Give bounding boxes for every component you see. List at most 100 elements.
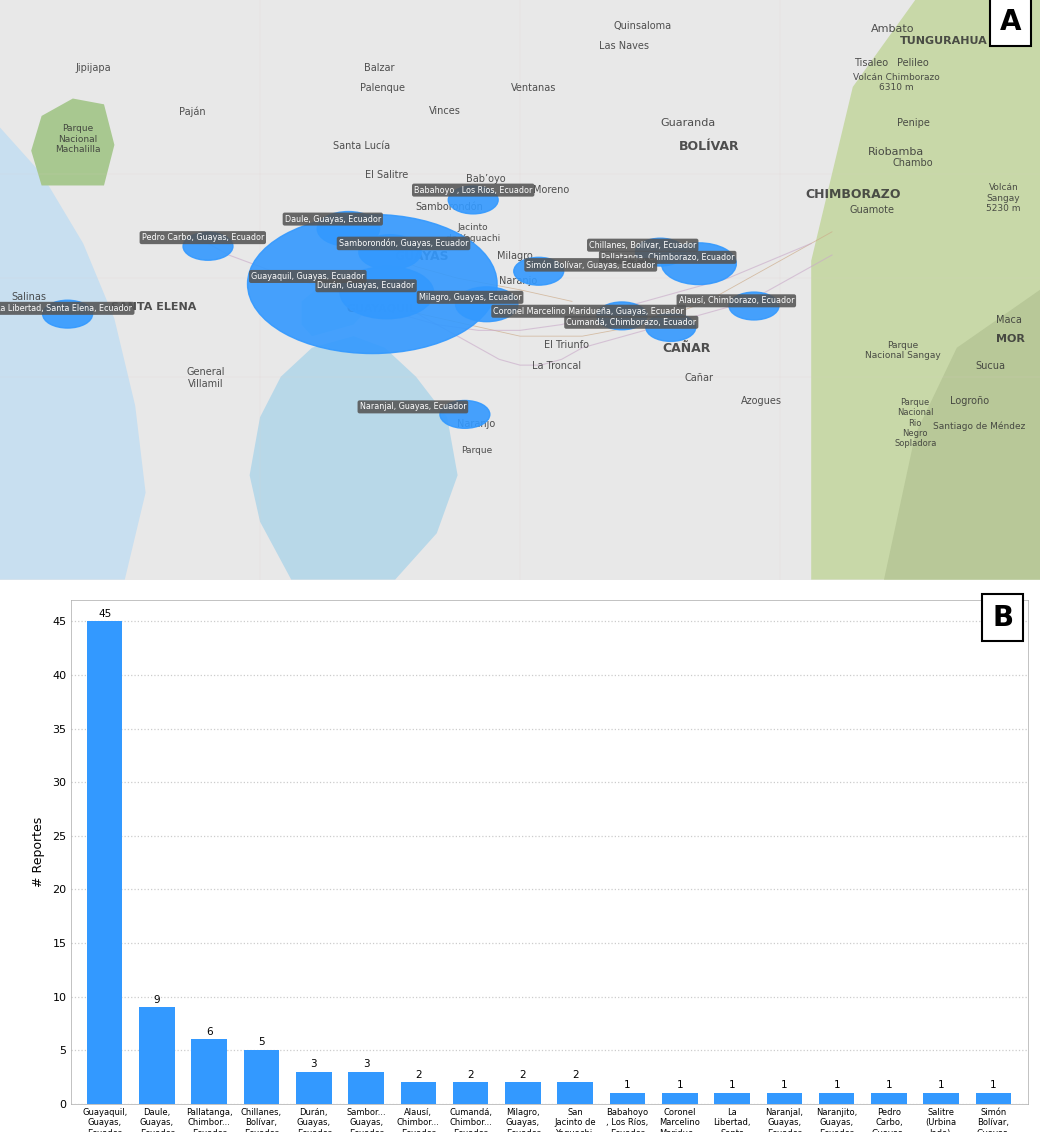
- Text: Bab’oyo: Bab’oyo: [466, 173, 505, 183]
- Text: 2: 2: [467, 1070, 474, 1080]
- Text: Santa Lucía: Santa Lucía: [334, 142, 390, 151]
- Text: Moreno: Moreno: [534, 186, 569, 195]
- Circle shape: [729, 292, 779, 320]
- Bar: [714, 1094, 750, 1104]
- Polygon shape: [0, 0, 1040, 580]
- Bar: [557, 1082, 593, 1104]
- Text: Sucua: Sucua: [976, 361, 1005, 371]
- Circle shape: [646, 314, 696, 342]
- Text: Ambato: Ambato: [870, 24, 914, 34]
- Text: Naranjo: Naranjo: [499, 276, 537, 286]
- Text: Simón Bolívar, Guayas, Ecuador: Simón Bolívar, Guayas, Ecuador: [526, 260, 655, 269]
- Text: Pelileo: Pelileo: [898, 58, 929, 68]
- Text: Balzar: Balzar: [364, 63, 395, 74]
- Bar: [348, 1072, 384, 1104]
- Bar: [872, 1094, 907, 1104]
- Bar: [505, 1082, 541, 1104]
- Text: Chillanes, Bolívar, Ecuador: Chillanes, Bolívar, Ecuador: [589, 241, 697, 250]
- Circle shape: [661, 243, 736, 284]
- Text: La Libertad, Santa Elena, Ecuador: La Libertad, Santa Elena, Ecuador: [0, 303, 132, 312]
- Circle shape: [183, 232, 233, 260]
- Text: Tisaleo: Tisaleo: [855, 58, 888, 68]
- Text: Naranjo: Naranjo: [458, 419, 495, 429]
- Text: Maca: Maca: [996, 315, 1021, 325]
- Text: Milagro: Milagro: [497, 251, 532, 261]
- Polygon shape: [811, 0, 1040, 580]
- Text: Riobamba: Riobamba: [868, 147, 925, 157]
- Text: Santiago de Méndez: Santiago de Méndez: [934, 421, 1025, 431]
- Text: Coronel Marcelino Maridueña, Guayas, Ecuador: Coronel Marcelino Maridueña, Guayas, Ec…: [493, 307, 684, 316]
- Text: 2: 2: [572, 1070, 578, 1080]
- Text: 1: 1: [781, 1080, 787, 1090]
- Text: Parque
Nacional
Machalilla: Parque Nacional Machalilla: [55, 125, 101, 154]
- Text: Alausí, Chimborazo, Ecuador: Alausí, Chimborazo, Ecuador: [678, 297, 795, 306]
- Text: Samborondón, Guayas, Ecuador: Samborondón, Guayas, Ecuador: [339, 239, 468, 248]
- Bar: [400, 1082, 436, 1104]
- Bar: [976, 1094, 1011, 1104]
- Polygon shape: [884, 290, 1040, 580]
- Text: Babahoyo , Los Ríos, Ecuador: Babahoyo , Los Ríos, Ecuador: [414, 186, 532, 195]
- Bar: [609, 1094, 646, 1104]
- Text: GUAYAQUIL: GUAYAQUIL: [346, 303, 417, 314]
- Text: Penipe: Penipe: [896, 118, 930, 128]
- Text: 3: 3: [311, 1058, 317, 1069]
- Text: TUNGURAHUA: TUNGURAHUA: [900, 35, 987, 45]
- Text: Chambo: Chambo: [892, 158, 934, 169]
- Text: Samborondón: Samborondón: [415, 203, 484, 213]
- Text: Jipijapa: Jipijapa: [76, 63, 111, 74]
- Circle shape: [317, 212, 380, 247]
- Bar: [766, 1094, 802, 1104]
- Text: La Troncal: La Troncal: [531, 361, 581, 371]
- Text: 1: 1: [938, 1080, 944, 1090]
- Text: Vinces: Vinces: [430, 106, 461, 117]
- Bar: [924, 1094, 959, 1104]
- Circle shape: [635, 238, 685, 266]
- Text: 5: 5: [258, 1037, 265, 1047]
- Text: Naranjal, Guayas, Ecuador: Naranjal, Guayas, Ecuador: [360, 402, 466, 411]
- Text: Daule, Guayas, Ecuador: Daule, Guayas, Ecuador: [285, 215, 381, 224]
- Text: Guaranda: Guaranda: [660, 118, 717, 128]
- Text: B: B: [992, 603, 1013, 632]
- Text: Ventanas: Ventanas: [511, 83, 556, 93]
- Polygon shape: [302, 273, 385, 336]
- Text: Parque
Nacional
Rio
Negro
Sopladora: Parque Nacional Rio Negro Sopladora: [894, 397, 936, 448]
- Bar: [191, 1039, 227, 1104]
- Text: Palenque: Palenque: [360, 83, 406, 93]
- Text: Durán, Guayas, Ecuador: Durán, Guayas, Ecuador: [317, 281, 415, 290]
- Bar: [662, 1094, 698, 1104]
- Bar: [296, 1072, 332, 1104]
- Text: Volcán
Sangay
5230 m: Volcán Sangay 5230 m: [986, 183, 1021, 213]
- Text: Guamote: Guamote: [849, 205, 894, 215]
- Circle shape: [43, 300, 93, 328]
- Text: Parque
Nacional Sangay: Parque Nacional Sangay: [865, 341, 940, 360]
- Bar: [243, 1050, 280, 1104]
- Text: 3: 3: [363, 1058, 369, 1069]
- Text: SANTA ELENA: SANTA ELENA: [111, 302, 197, 312]
- Text: 9: 9: [154, 995, 160, 1004]
- Text: Jacinto
de Yaguachi: Jacinto de Yaguachi: [446, 223, 500, 242]
- Bar: [139, 1007, 175, 1104]
- Bar: [87, 621, 123, 1104]
- Circle shape: [359, 234, 421, 269]
- Text: 6: 6: [206, 1027, 212, 1037]
- Text: Salinas: Salinas: [11, 292, 47, 302]
- Text: General
Villamil: General Villamil: [186, 367, 226, 388]
- Text: Paján: Paján: [179, 106, 206, 117]
- Y-axis label: # Reportes: # Reportes: [32, 816, 46, 887]
- Circle shape: [448, 186, 498, 214]
- Text: 1: 1: [990, 1080, 997, 1090]
- Text: 2: 2: [520, 1070, 526, 1080]
- Polygon shape: [250, 336, 458, 580]
- Circle shape: [597, 302, 647, 329]
- Text: Milagro, Guayas, Ecuador: Milagro, Guayas, Ecuador: [419, 293, 521, 302]
- Text: Pallatanga, Chimborazo, Ecuador: Pallatanga, Chimborazo, Ecuador: [601, 252, 734, 261]
- Text: 1: 1: [886, 1080, 892, 1090]
- Text: CAÑAR: CAÑAR: [662, 342, 710, 355]
- Polygon shape: [0, 128, 146, 580]
- Text: Parque: Parque: [461, 446, 492, 455]
- Text: Volcán Chimborazo
6310 m: Volcán Chimborazo 6310 m: [853, 72, 940, 92]
- Text: Las Naves: Las Naves: [599, 42, 649, 51]
- Circle shape: [340, 267, 434, 319]
- Bar: [452, 1082, 489, 1104]
- Text: MOR: MOR: [996, 334, 1025, 344]
